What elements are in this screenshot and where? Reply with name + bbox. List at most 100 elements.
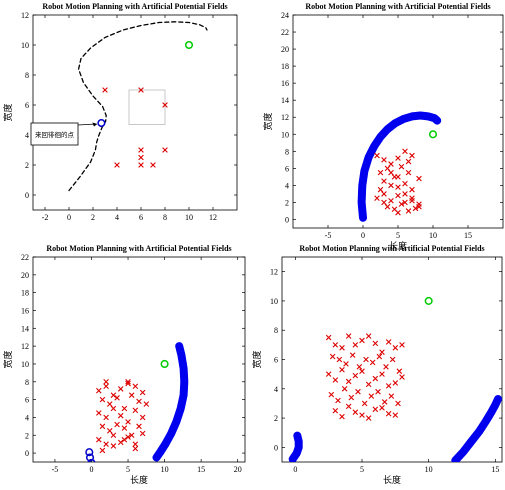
obstacle-marker — [117, 439, 124, 446]
robot-trajectory — [357, 111, 442, 222]
obstacle-marker — [395, 400, 401, 407]
obstacle-marker — [328, 391, 335, 398]
obstacle-marker — [349, 352, 356, 358]
y-tick-label: 12 — [21, 11, 29, 20]
obstacle-marker — [402, 148, 408, 155]
obstacle-marker — [388, 197, 394, 204]
robot-trajectory — [288, 431, 303, 462]
annotation-arrow-head — [92, 122, 98, 127]
obstacle-marker — [110, 432, 117, 439]
obstacle-marker — [336, 356, 343, 363]
obstacle-marker — [352, 409, 359, 416]
y-tick-label: 14 — [281, 96, 289, 105]
x-tick-label: 4 — [115, 213, 119, 222]
x-axis-label: 长度 — [389, 240, 407, 251]
obstacle-marker — [376, 353, 383, 360]
obstacle-marker — [409, 152, 415, 159]
obstacle-marker — [110, 392, 117, 398]
chart-title: Robot Motion Planning with Artificial Po… — [305, 2, 490, 11]
obstacle-marker — [106, 428, 113, 434]
obstacle-marker — [388, 169, 394, 176]
obstacle-marker — [395, 209, 401, 216]
robot-trajectory — [451, 395, 502, 462]
y-tick-label: 0 — [274, 443, 278, 452]
obstacle-marker — [409, 197, 415, 204]
obstacle-marker — [332, 377, 339, 383]
obstacle-marker — [345, 403, 352, 410]
robot-position-marker — [87, 458, 96, 462]
x-tick-label: 20 — [234, 465, 242, 474]
obstacle-marker — [359, 368, 365, 375]
obstacle-marker — [379, 405, 385, 411]
chart-panel-1: Robot Motion Planning with Artificial Po… — [2, 2, 238, 222]
obstacle-marker — [402, 180, 408, 187]
data-layer — [68, 21, 208, 192]
goal-marker — [184, 40, 194, 50]
x-tick-label: 5 — [360, 465, 364, 474]
obstacle-marker — [399, 374, 405, 380]
obstacle-marker — [377, 169, 384, 176]
y-tick-label: 4 — [25, 131, 29, 140]
obstacle-marker — [352, 342, 359, 348]
obstacle-marker — [388, 182, 394, 189]
y-tick-label: 6 — [25, 396, 29, 405]
obstacle-marker — [132, 383, 139, 390]
chart-title: Robot Motion Planning with Artificial Po… — [299, 244, 484, 253]
x-tick-label: 15 — [464, 231, 472, 240]
obstacle-marker — [379, 371, 385, 377]
x-tick-label: 0 — [89, 465, 93, 474]
obstacle-marker — [106, 401, 113, 407]
obstacle-marker — [139, 389, 146, 396]
obstacle-marker — [379, 349, 385, 355]
y-tick-label: 6 — [274, 356, 278, 365]
x-tick-label: -2 — [42, 213, 49, 222]
y-tick-label: 4 — [285, 181, 289, 190]
highlight-box — [128, 89, 166, 125]
obstacle-marker — [125, 380, 131, 387]
x-tick-label: 12 — [209, 213, 217, 222]
x-tick-label: 8 — [163, 213, 167, 222]
obstacle-marker — [99, 447, 106, 454]
obstacle-marker — [381, 199, 387, 206]
obstacle-marker — [103, 383, 109, 390]
obstacle-marker — [103, 414, 109, 421]
chart-title: Robot Motion Planning with Artificial Po… — [46, 244, 231, 253]
obstacle-marker — [99, 423, 106, 430]
y-tick-label: 8 — [25, 378, 29, 387]
data-layer — [357, 111, 442, 222]
chart-panel-3: Robot Motion Planning with Artificial Po… — [2, 244, 246, 485]
obstacle-marker — [398, 163, 405, 170]
y-tick-label: 2 — [285, 198, 289, 207]
obstacle-marker — [125, 378, 131, 385]
obstacle-marker — [392, 344, 399, 351]
y-tick-label: 22 — [281, 28, 289, 37]
y-tick-label: 10 — [21, 41, 29, 50]
obstacle-marker — [383, 364, 389, 370]
obstacle-marker — [136, 398, 142, 405]
robot-trajectory-dashed — [68, 21, 208, 192]
obstacle-marker — [359, 337, 365, 344]
obstacle-marker — [385, 383, 392, 389]
obstacle-marker — [339, 344, 345, 351]
obstacle-marker — [138, 154, 144, 161]
x-axis-label: 长度 — [383, 474, 401, 485]
goal-marker — [160, 359, 169, 369]
obstacle-marker — [416, 175, 422, 182]
obstacle-marker — [372, 340, 379, 347]
obstacle-marker — [139, 430, 146, 437]
obstacle-marker — [96, 436, 102, 443]
obstacle-marker — [345, 333, 352, 339]
obstacle-marker — [355, 388, 361, 395]
obstacle-marker — [402, 191, 408, 197]
obstacle-marker — [368, 393, 375, 399]
x-tick-label: 10 — [185, 213, 193, 222]
y-tick-label: 0 — [25, 191, 29, 200]
goal-marker — [428, 130, 438, 139]
y-tick-label: 6 — [285, 164, 289, 173]
obstacle-marker — [409, 186, 415, 193]
robot-position-marker — [85, 448, 94, 457]
y-tick-label: 8 — [285, 147, 289, 156]
y-tick-label: 16 — [281, 79, 289, 88]
x-tick-label: 5 — [396, 231, 400, 240]
obstacle-marker — [395, 174, 401, 180]
